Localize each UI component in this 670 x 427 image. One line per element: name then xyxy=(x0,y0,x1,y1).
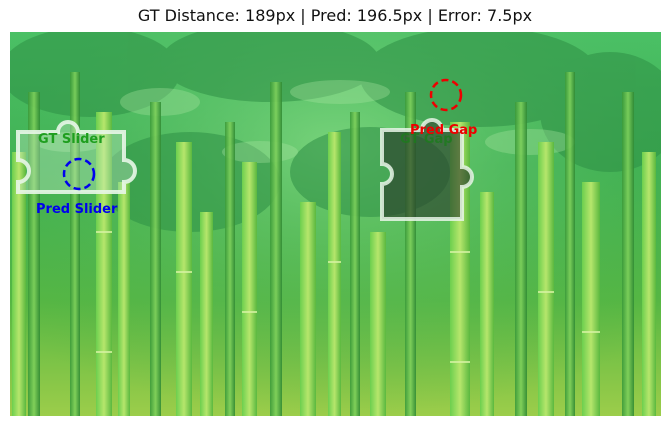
pred-slider-marker xyxy=(62,157,96,191)
pred-gap-label: Pred Gap xyxy=(410,123,478,138)
gt-slider-label: GT Slider xyxy=(38,132,105,147)
gt-slider-puzzle-piece[interactable] xyxy=(16,120,137,194)
pred-slider-label: Pred Slider xyxy=(36,202,118,217)
gt-gap-label: GT Gap xyxy=(400,132,453,147)
bamboo-background xyxy=(10,32,661,416)
captcha-image: GT Slider Pred Slider GT Gap Pred Gap xyxy=(10,32,661,416)
pred-gap-marker xyxy=(429,78,463,112)
figure-title: GT Distance: 189px | Pred: 196.5px | Err… xyxy=(137,6,533,25)
gt-gap-puzzle-hole xyxy=(380,118,474,221)
